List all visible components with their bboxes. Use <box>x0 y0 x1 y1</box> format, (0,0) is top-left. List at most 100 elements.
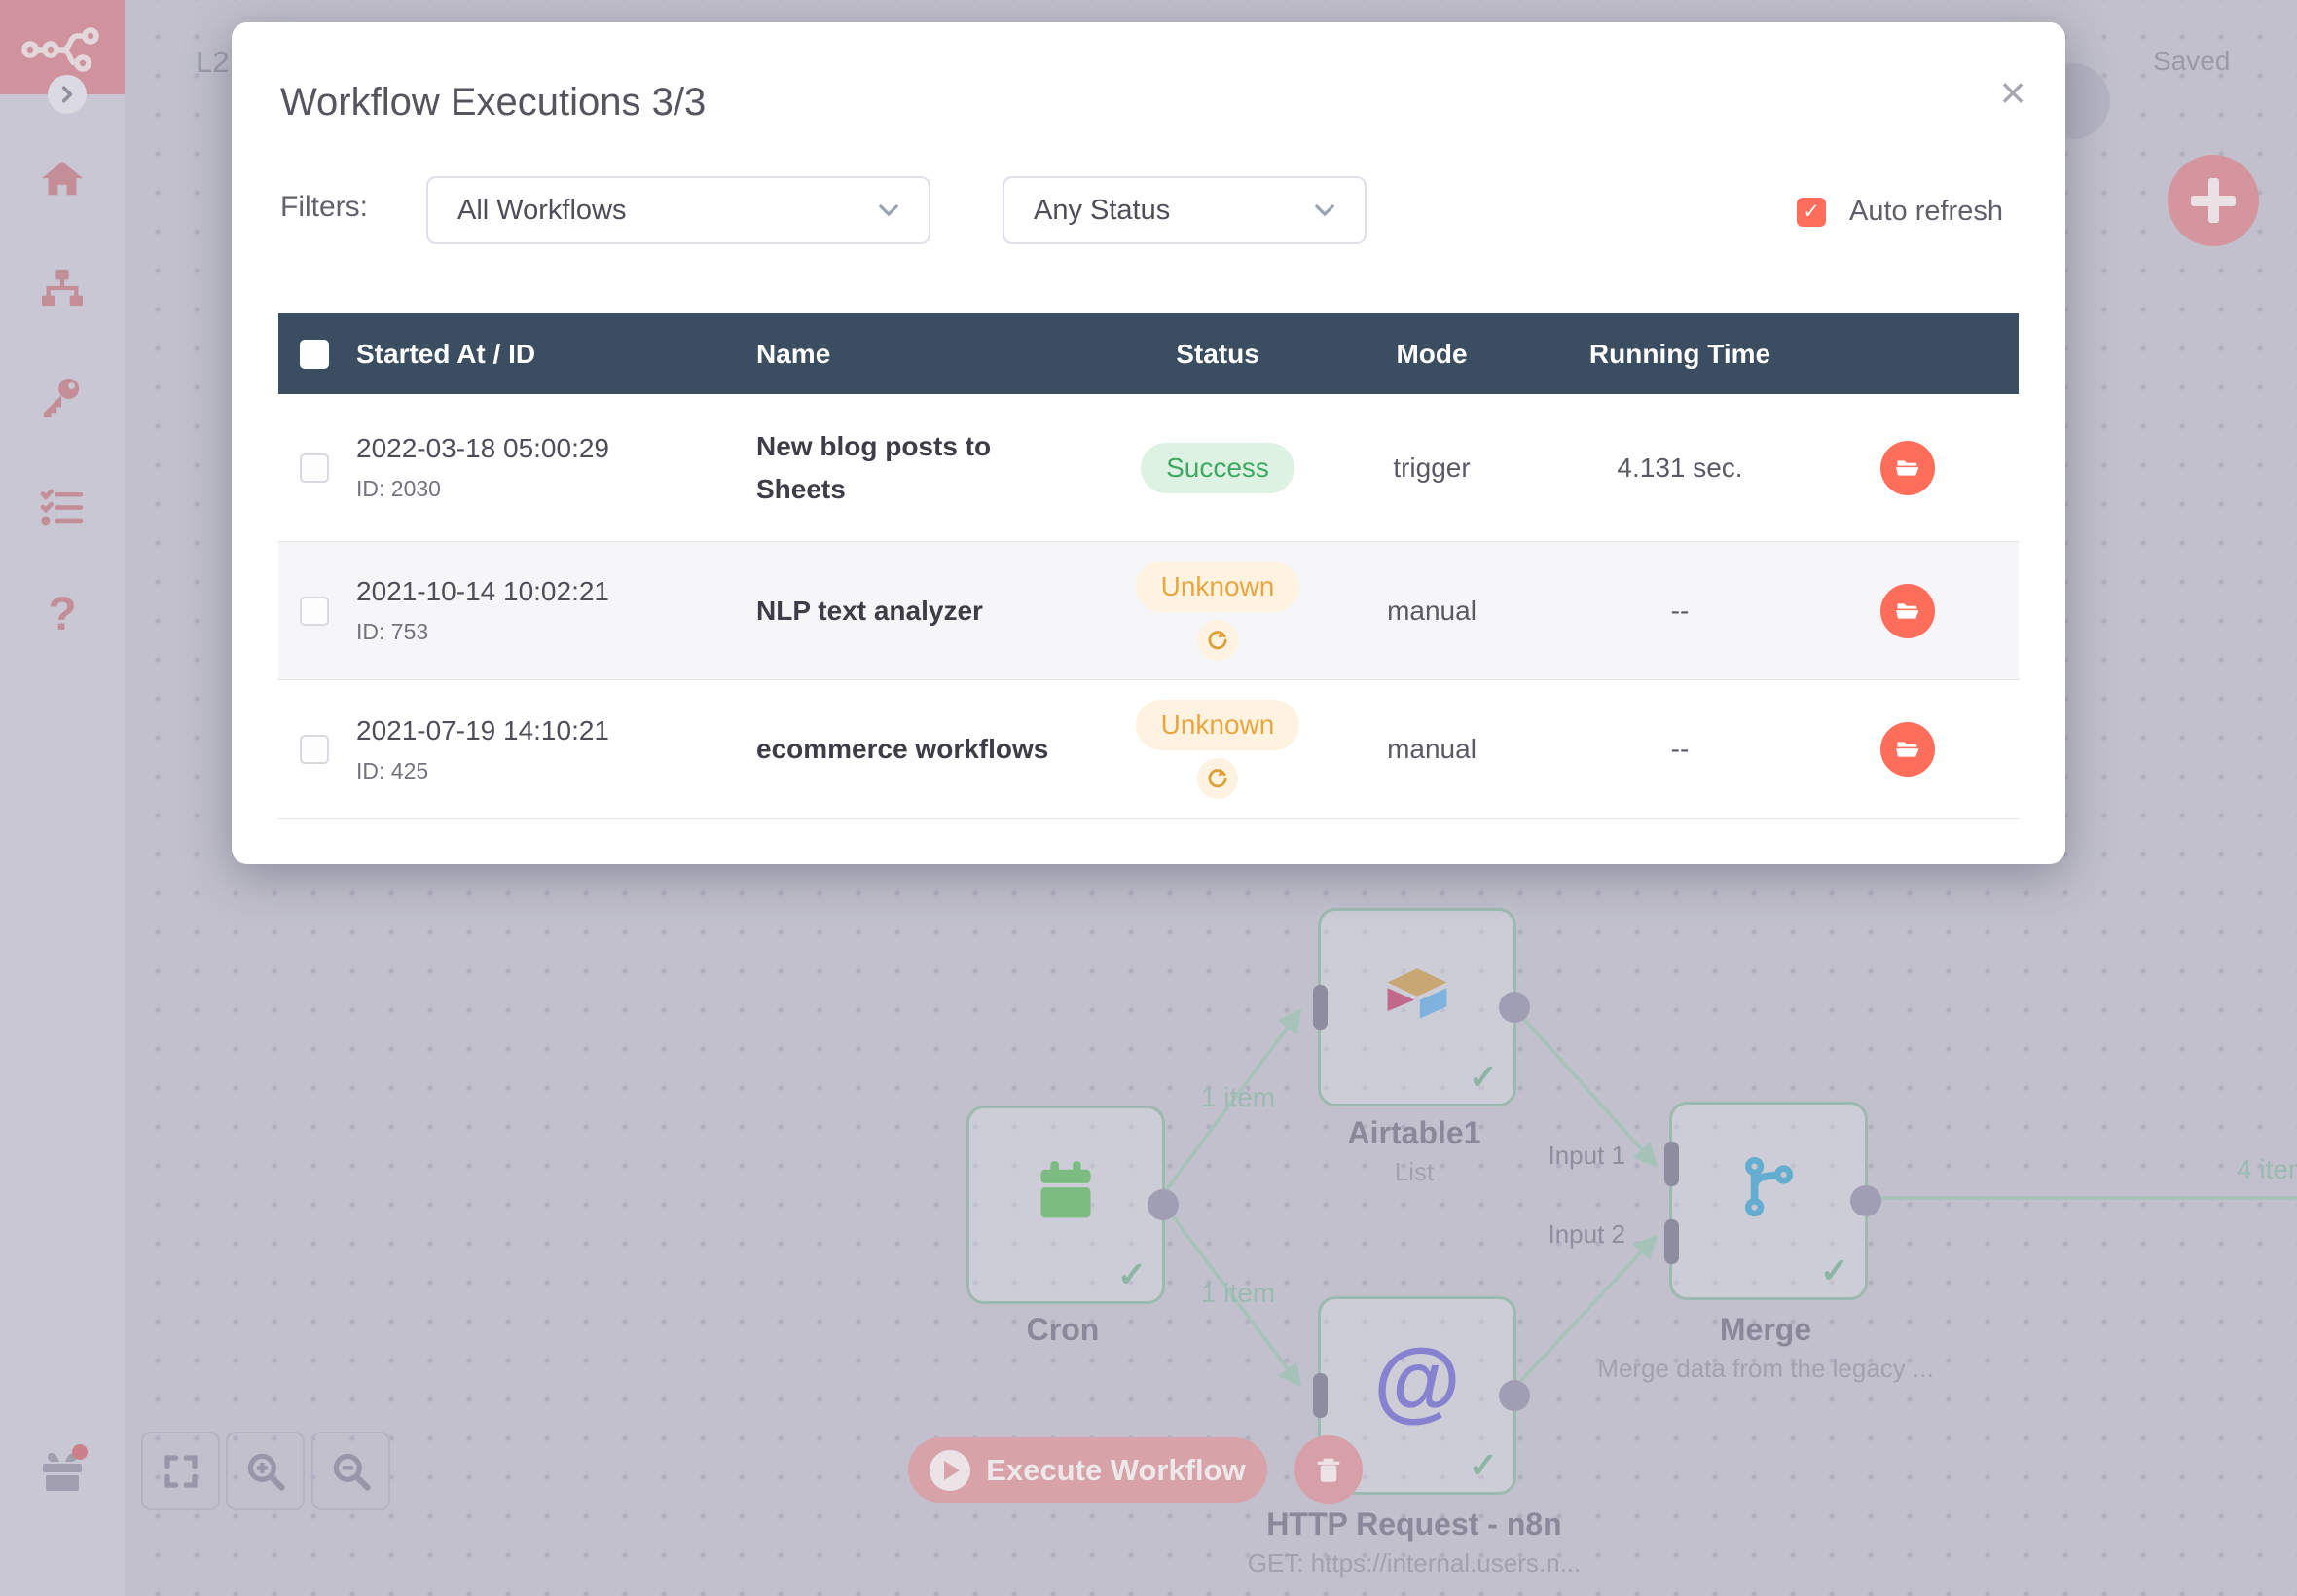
open-execution-button[interactable] <box>1880 722 1935 777</box>
node-airtable1[interactable]: ✓ <box>1313 908 1530 1106</box>
delete-node-button[interactable] <box>1294 1435 1363 1504</box>
execution-name: ecommerce workflows <box>756 734 1049 765</box>
execution-id: ID: 753 <box>356 619 429 644</box>
execution-name: NLP text analyzer <box>756 595 983 626</box>
n8n-logo[interactable] <box>0 0 125 94</box>
execution-date: 2021-10-14 10:02:21 <box>356 576 609 606</box>
git-merge-icon <box>1672 1105 1865 1268</box>
auto-refresh-toggle[interactable]: ✓ Auto refresh <box>1797 196 2003 228</box>
checklist-icon <box>40 489 84 526</box>
chevron-right-icon <box>61 86 73 103</box>
executions-table: Started At / ID Name Status Mode Running… <box>278 313 2019 819</box>
execution-id: ID: 2030 <box>356 476 441 501</box>
execution-row: 2021-07-19 14:10:21 ID: 425 ecommerce wo… <box>278 680 2019 819</box>
node-cron[interactable]: ✓ <box>966 1106 1179 1304</box>
close-icon[interactable]: × <box>1999 67 2026 118</box>
running-time: -- <box>1670 595 1690 626</box>
execution-mode: trigger <box>1393 452 1471 483</box>
modal-title: Workflow Executions 3/3 <box>280 81 707 124</box>
http-output-port[interactable] <box>1499 1380 1530 1411</box>
airtable-icon <box>1321 911 1513 1074</box>
add-node-button[interactable] <box>2168 155 2259 246</box>
key-icon <box>43 378 80 418</box>
sidebar-item-credentials[interactable] <box>40 375 85 419</box>
execution-row: 2022-03-18 05:00:29 ID: 2030 New blog po… <box>278 394 2019 542</box>
execution-date: 2021-07-19 14:10:21 <box>356 714 609 745</box>
http-input-port[interactable] <box>1313 1373 1328 1418</box>
workflow-filter-select[interactable]: All Workflows <box>426 176 930 244</box>
status-badge: Unknown <box>1135 561 1300 612</box>
sidebar-item-executions[interactable] <box>40 485 85 529</box>
sidebar-item-workflows[interactable] <box>40 266 85 310</box>
open-execution-button[interactable] <box>1880 440 1935 495</box>
node-merge[interactable]: ✓ <box>1664 1102 1881 1300</box>
play-icon <box>930 1449 971 1491</box>
zoom-in-button[interactable] <box>226 1432 305 1510</box>
wire-label-1-item-a: 1 item <box>1200 1082 1276 1112</box>
merge-input1-port[interactable] <box>1664 1142 1679 1186</box>
gift-icon <box>43 1452 82 1491</box>
airtable1-output-port[interactable] <box>1499 992 1530 1023</box>
folder-open-icon <box>1896 602 1919 619</box>
execution-mode: manual <box>1387 734 1477 764</box>
sidebar-collapse-button[interactable] <box>48 75 87 114</box>
airtable1-input-port[interactable] <box>1313 985 1328 1030</box>
select-all-checkbox[interactable] <box>300 339 329 369</box>
execution-id: ID: 425 <box>356 757 429 783</box>
filters-label: Filters: <box>280 191 368 223</box>
sidebar: ? <box>0 0 125 1596</box>
zoom-in-icon <box>247 1453 285 1491</box>
col-header-running-time: Running Time <box>1588 338 1771 369</box>
workflow-filter-value: All Workflows <box>457 194 627 226</box>
whats-new-button[interactable] <box>39 1444 90 1497</box>
saved-status: Saved <box>2153 46 2231 76</box>
col-header-mode: Mode <box>1396 338 1468 369</box>
execution-date: 2022-03-18 05:00:29 <box>356 433 609 463</box>
node-label-cron: Cron <box>1026 1312 1100 1347</box>
fit-view-button[interactable] <box>141 1432 220 1510</box>
folder-open-icon <box>1896 742 1919 757</box>
col-header-status: Status <box>1176 338 1259 369</box>
node-success-check-icon: ✓ <box>1468 1445 1498 1485</box>
retry-button[interactable] <box>1197 758 1238 799</box>
at-sign-icon: @ <box>1373 1330 1461 1431</box>
row-checkbox[interactable] <box>300 596 329 626</box>
retry-button[interactable] <box>1197 619 1238 661</box>
col-header-started: Started At / ID <box>356 338 536 369</box>
wire-label-4-items: 4 items <box>2237 1154 2297 1184</box>
chevron-down-icon <box>1315 204 1334 217</box>
node-http-request[interactable]: @ ✓ <box>1313 1296 1530 1495</box>
row-checkbox[interactable] <box>300 453 329 483</box>
running-time: 4.131 sec. <box>1617 452 1743 483</box>
status-filter-value: Any Status <box>1034 194 1171 226</box>
node-success-check-icon: ✓ <box>1819 1251 1849 1290</box>
node-success-check-icon: ✓ <box>1116 1254 1147 1294</box>
sitemap-icon <box>42 269 83 307</box>
auto-refresh-label: Auto refresh <box>1849 196 2003 227</box>
zoom-out-icon <box>333 1453 371 1491</box>
execution-row: 2021-10-14 10:02:21 ID: 753 NLP text ana… <box>278 542 2019 680</box>
node-success-check-icon: ✓ <box>1468 1057 1498 1097</box>
row-checkbox[interactable] <box>300 735 329 764</box>
status-filter-select[interactable]: Any Status <box>1003 176 1367 244</box>
checkbox-checked-icon[interactable]: ✓ <box>1797 197 1826 227</box>
merge-input2-port[interactable] <box>1664 1219 1679 1264</box>
execution-mode: manual <box>1387 595 1477 626</box>
node-label-http: HTTP Request - n8n <box>1266 1506 1562 1542</box>
sidebar-item-help[interactable]: ? <box>40 589 85 640</box>
zoom-out-button[interactable] <box>311 1432 390 1510</box>
chevron-down-icon <box>879 204 898 217</box>
sidebar-item-home[interactable] <box>40 158 85 202</box>
n8n-logo-icon <box>21 26 99 72</box>
running-time: -- <box>1670 734 1690 764</box>
execute-workflow-button[interactable]: Execute Workflow <box>908 1437 1267 1503</box>
cron-output-port[interactable] <box>1148 1189 1179 1220</box>
retry-icon <box>1208 630 1227 649</box>
trash-icon <box>1317 1458 1340 1482</box>
workflow-name: L2 <box>196 45 230 79</box>
col-header-name: Name <box>756 338 831 369</box>
open-execution-button[interactable] <box>1880 583 1935 638</box>
wire-label-1-item-b: 1 item <box>1200 1278 1276 1308</box>
merge-output-port[interactable] <box>1850 1185 1881 1216</box>
